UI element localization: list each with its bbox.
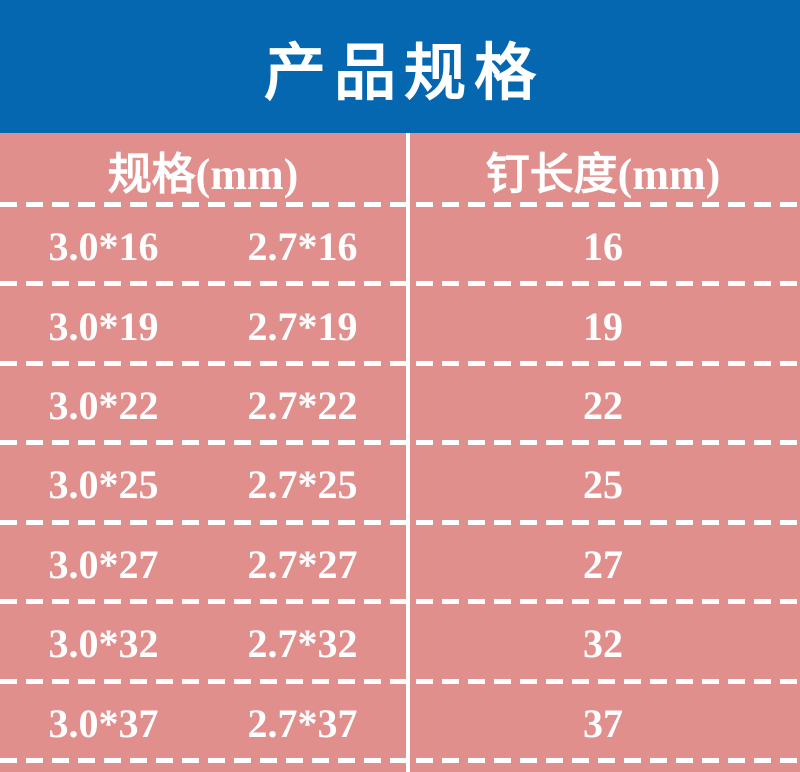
spec-value-a: 3.0*16 (48, 224, 159, 270)
spec-cell: 3.0*27 2.7*27 (0, 525, 406, 604)
spec-cell: 3.0*16 2.7*16 (0, 207, 406, 286)
page-title: 产品规格 (263, 39, 545, 108)
spec-table: 规格(mm) 钉长度(mm) 3.0*16 2.7*16 16 3.0*19 2… (0, 133, 800, 772)
table-row: 3.0*22 2.7*22 22 (0, 366, 800, 446)
spec-cell: 3.0*32 2.7*32 (0, 604, 406, 683)
spec-value-a: 3.0*37 (48, 700, 159, 746)
length-cell: 16 (583, 224, 623, 270)
table-row: 3.0*16 2.7*16 16 (0, 207, 800, 287)
table-row: 3.0*37 2.7*37 37 (0, 684, 800, 764)
length-cell: 22 (583, 383, 623, 429)
column-divider (406, 133, 410, 772)
spec-value-b: 2.7*37 (247, 700, 358, 746)
spec-value-a: 3.0*19 (48, 303, 159, 349)
table-row: 3.0*19 2.7*19 19 (0, 286, 800, 367)
spec-value-b: 2.7*25 (247, 462, 358, 508)
table-row: 3.0*25 2.7*25 25 (0, 445, 800, 526)
table-row: 3.0*32 2.7*32 32 (0, 604, 800, 684)
spec-cell: 3.0*25 2.7*25 (0, 445, 406, 524)
spec-value-a: 3.0*32 (48, 621, 159, 667)
spec-value-b: 2.7*16 (247, 224, 358, 270)
column-header-spec: 规格(mm) (107, 150, 299, 199)
spec-cell: 3.0*22 2.7*22 (0, 366, 406, 445)
length-cell: 32 (583, 621, 623, 667)
spec-value-b: 2.7*19 (247, 303, 358, 349)
length-cell: 37 (583, 700, 623, 746)
length-cell: 19 (583, 303, 623, 349)
length-cell: 27 (583, 541, 623, 587)
length-cell: 25 (583, 462, 623, 508)
table-row: 3.0*27 2.7*27 27 (0, 525, 800, 605)
spec-value-a: 3.0*27 (48, 541, 159, 587)
title-banner: 产品规格 (0, 0, 800, 133)
column-header-length: 钉长度(mm) (485, 150, 721, 199)
spec-cell: 3.0*37 2.7*37 (0, 684, 406, 763)
spec-cell: 3.0*19 2.7*19 (0, 286, 406, 365)
spec-value-a: 3.0*25 (48, 462, 159, 508)
spec-value-b: 2.7*27 (247, 541, 358, 587)
spec-value-b: 2.7*22 (247, 383, 358, 429)
spec-value-b: 2.7*32 (247, 621, 358, 667)
table-header-row: 规格(mm) 钉长度(mm) (0, 133, 800, 207)
spec-value-a: 3.0*22 (48, 383, 159, 429)
